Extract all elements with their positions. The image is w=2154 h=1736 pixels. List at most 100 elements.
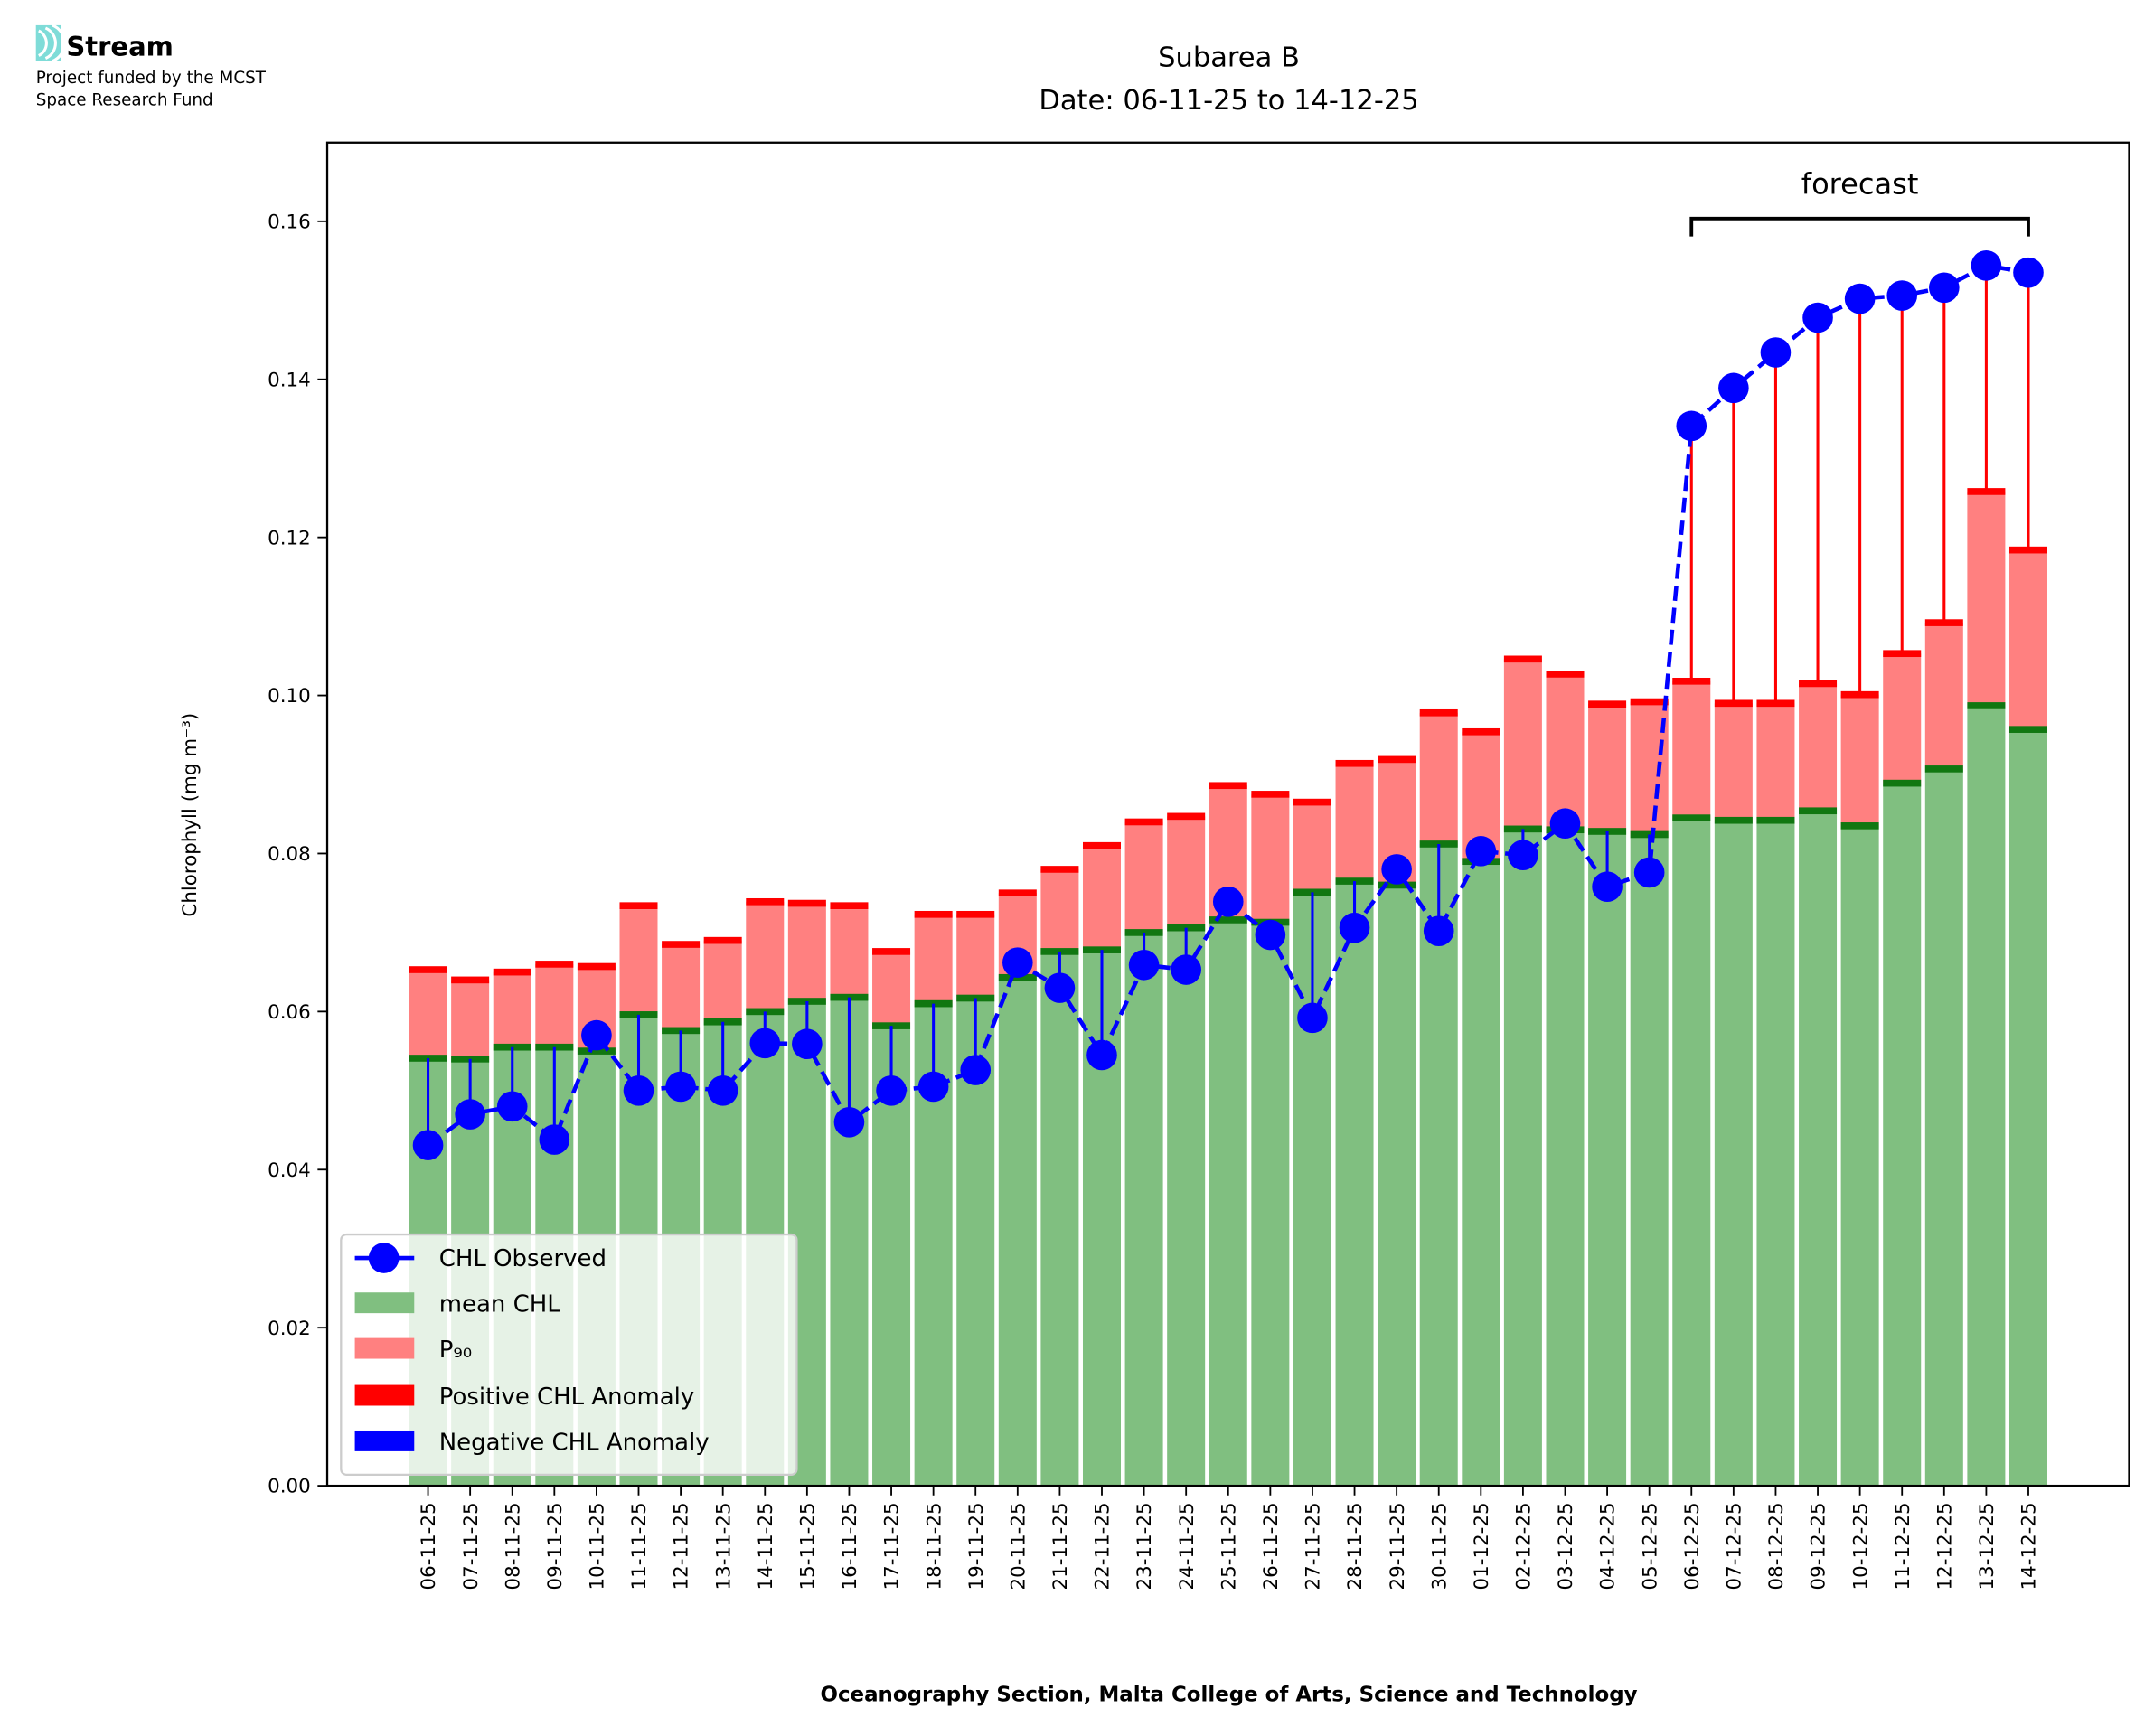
x-tick-label: 25-11-25 [1218,1502,1240,1590]
logo-line2: Space Research Fund [36,91,213,110]
legend-observed-marker-icon [368,1243,400,1273]
p90-cap [830,902,869,909]
y-tick-label: 0.16 [268,211,311,233]
x-tick-label: 19-11-25 [965,1502,988,1590]
p90-bar [1967,491,2006,706]
p90-cap [956,910,995,918]
x-tick-label: 15-11-25 [796,1502,819,1590]
x-tick-label: 16-11-25 [839,1502,861,1590]
observed-point [707,1075,738,1106]
p90-bar [787,903,826,1001]
observed-point [581,1019,612,1051]
p90-cap [1167,812,1206,821]
mean-cap [1714,816,1753,824]
observed-point [665,1071,696,1103]
observed-point [1339,912,1370,943]
mean-bar [1840,825,1879,1487]
observed-point [1844,283,1876,314]
x-tick-label: 11-12-25 [1892,1502,1914,1590]
p90-cap [1082,841,1122,849]
y-tick-label: 0.12 [268,527,311,549]
mean-cap [2008,726,2047,733]
x-tick-label: 12-12-25 [1933,1502,1956,1590]
legend: CHL Observed mean CHL P₉₀ Positive CHL Anom… [340,1233,798,1477]
p90-cap [1378,755,1416,764]
observed-point [2013,257,2044,288]
observed-point [1255,919,1286,951]
p90-cap [1503,655,1542,663]
observed-point [1760,337,1792,368]
mean-bar [1251,922,1290,1487]
x-tick-label: 07-12-25 [1723,1502,1745,1590]
mean-cap [914,999,953,1008]
plot-frame [325,141,2130,1487]
x-tick-label: 26-11-25 [1260,1502,1283,1590]
x-axis-label: Oceanography Section, Malta College of A… [820,1683,1637,1706]
p90-cap [914,910,953,918]
mean-bar [2008,729,2047,1487]
legend-mean-swatch-icon [354,1292,415,1314]
p90-bar [2008,549,2047,730]
p90-bar [1672,680,1711,819]
x-tick-label: 13-11-25 [712,1502,735,1590]
mean-bar [1967,705,2006,1487]
mean-bar [1040,951,1079,1487]
x-tick-label: 06-11-25 [418,1502,440,1590]
x-tick-label: 21-11-25 [1049,1502,1072,1590]
mean-bar [1630,834,1669,1487]
mean-cap [1209,916,1247,924]
p90-cap [1040,866,1079,873]
observed-point [1971,250,2002,281]
y-tick-label: 0.14 [268,369,311,391]
mean-cap [1799,807,1838,815]
mean-bar [1883,783,1922,1487]
x-tick-label: 10-11-25 [587,1502,609,1590]
mean-cap [1883,779,1922,787]
p90-bar [1756,703,1795,821]
p90-bar [493,971,531,1047]
logo-line1: Project funded by the MCST [36,69,267,88]
x-tick-label: 22-11-25 [1092,1502,1115,1590]
observed-point [1128,949,1160,981]
p90-cap [619,902,658,909]
mean-bar [1167,927,1206,1487]
x-tick-label: 02-12-25 [1513,1502,1536,1590]
mean-cap [1840,822,1879,830]
p90-cap [1293,798,1331,806]
p90-cap [787,899,826,907]
x-tick-label: 11-11-25 [628,1502,651,1590]
mean-bar [1714,820,1753,1487]
p90-bar [1588,704,1627,831]
observed-point [1633,857,1665,888]
mean-cap [1040,948,1079,955]
logo: Stream Project funded by the MCST Space … [35,23,267,110]
x-tick-label: 05-12-25 [1639,1502,1661,1590]
stream-logo-icon [35,23,67,63]
observed-point [1086,1039,1117,1071]
p90-cap [746,897,785,906]
mean-cap [872,1022,911,1029]
p90-bar [703,940,742,1022]
observed-point [1212,887,1244,917]
observed-point [749,1028,781,1059]
x-tick-label: 09-11-25 [544,1502,567,1590]
p90-bar [1124,821,1163,933]
chart-title: Subarea B [1158,42,1300,74]
mean-cap [1378,881,1416,889]
p90-bar [1503,659,1542,830]
mean-bar [1503,829,1542,1487]
x-tick-label: 06-12-25 [1681,1502,1704,1590]
mean-bar [1924,768,1963,1487]
x-tick-label: 18-11-25 [923,1502,945,1590]
x-tick-label: 12-11-25 [671,1502,693,1590]
p90-bar [1883,653,1922,784]
x-tick-label: 08-11-25 [502,1502,524,1590]
p90-cap [872,948,911,955]
p90-bar [1546,673,1585,830]
p90-bar [662,944,701,1031]
x-tick-label: 30-11-25 [1428,1502,1451,1590]
observed-point [1718,372,1749,404]
p90-cap [493,968,531,976]
x-tick-label: 14-12-25 [2018,1502,2041,1590]
